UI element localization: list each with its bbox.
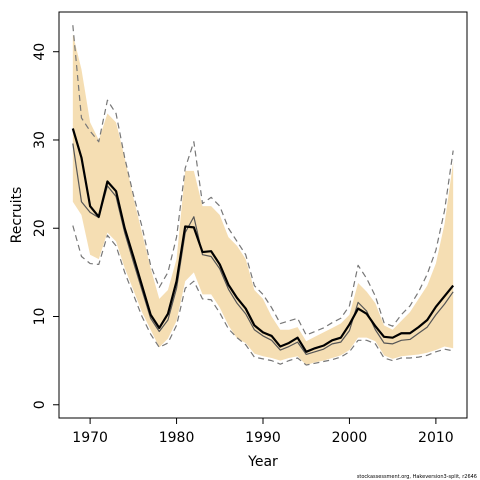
series-line-median (72, 143, 454, 356)
series-line-interval-lower (72, 225, 454, 366)
x-tick-label: 2000 (332, 430, 368, 446)
plot-layer (71, 25, 455, 366)
x-axis-title: Year (247, 454, 278, 470)
y-tick-label: 20 (32, 219, 48, 237)
x-tick-label: 1980 (159, 430, 195, 446)
x-tick-label: 1970 (72, 430, 108, 446)
axis-layer: 1970 1980 1990 2000 2010 0 10 20 30 40 (32, 43, 454, 446)
y-tick-label: 10 (32, 308, 48, 326)
series-line-mle (71, 128, 455, 353)
footnote-text: stockassessment.org, Hakeversion3-split,… (357, 474, 477, 480)
confidence-band (72, 34, 454, 366)
y-axis-title: Recruits (9, 187, 25, 244)
x-tick-label: 2010 (418, 430, 454, 446)
y-tick-label: 30 (32, 131, 48, 149)
x-tick-label: 1990 (245, 430, 281, 446)
series-line-interval-upper (72, 25, 454, 336)
y-tick-label: 0 (32, 400, 48, 409)
y-tick-label: 40 (32, 43, 48, 61)
